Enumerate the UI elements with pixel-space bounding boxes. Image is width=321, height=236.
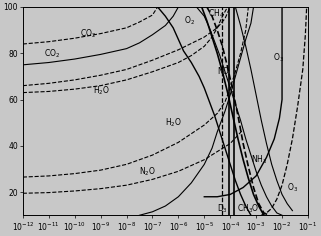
Text: D$_3$: D$_3$ (217, 202, 228, 215)
Text: O$_2$: O$_2$ (184, 15, 195, 27)
Text: H$_2$O: H$_2$O (93, 84, 110, 97)
Text: CH$_3$O: CH$_3$O (237, 202, 259, 215)
Text: CH$_4$: CH$_4$ (208, 8, 224, 20)
Text: NO: NO (217, 67, 229, 76)
Text: O$_3$: O$_3$ (287, 181, 298, 194)
Text: CO$_2$: CO$_2$ (80, 27, 96, 40)
Text: NH$_3$: NH$_3$ (251, 153, 267, 166)
Text: CO$_2$: CO$_2$ (44, 47, 60, 59)
Text: N$_2$O: N$_2$O (140, 165, 156, 177)
Text: H$_2$O: H$_2$O (165, 116, 182, 129)
Text: O$_3$: O$_3$ (273, 52, 284, 64)
